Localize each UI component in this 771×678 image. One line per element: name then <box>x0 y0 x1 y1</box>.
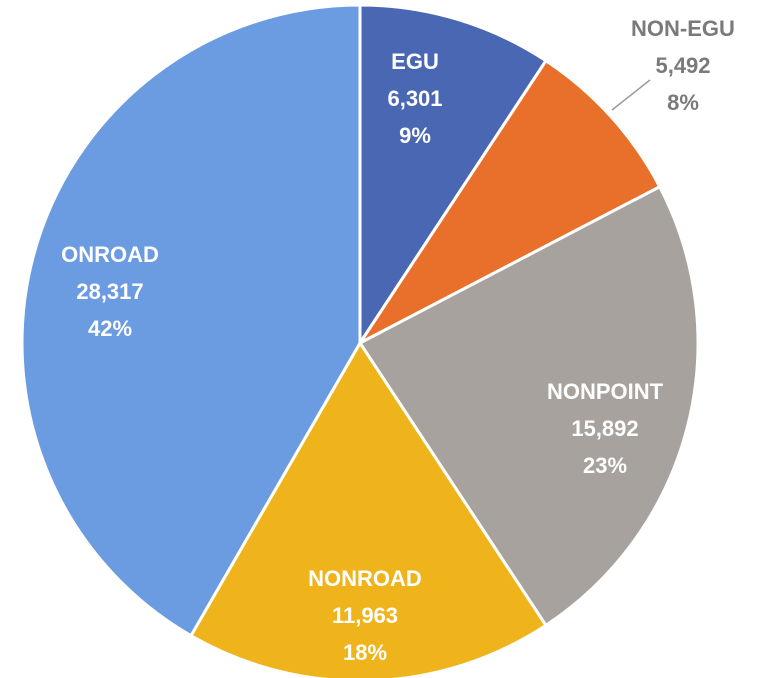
pie-slice <box>20 3 362 638</box>
value-label: 5,492 <box>655 53 710 78</box>
slice-label: NONPOINT <box>547 379 664 404</box>
pie-slice <box>358 3 549 349</box>
slice-label: ONROAD <box>61 242 159 267</box>
percentage-label: 18% <box>343 640 387 665</box>
slice-label: NON-EGU <box>631 16 735 41</box>
percentage-label: 42% <box>88 316 132 341</box>
percentage-label: 23% <box>583 453 627 478</box>
value-label: 15,892 <box>571 416 638 441</box>
pie-slice <box>355 58 662 348</box>
value-label: 28,317 <box>76 279 143 304</box>
value-label: 11,963 <box>332 603 398 628</box>
slice-label: NONROAD <box>308 566 422 591</box>
slice-label: EGU <box>391 49 439 74</box>
percentage-label: 8% <box>667 90 699 115</box>
percentage-label: 9% <box>399 123 431 148</box>
value-label: 6,301 <box>387 86 442 111</box>
pie-slice <box>357 184 700 628</box>
pie-slice <box>188 340 548 678</box>
leader-line <box>611 79 651 111</box>
